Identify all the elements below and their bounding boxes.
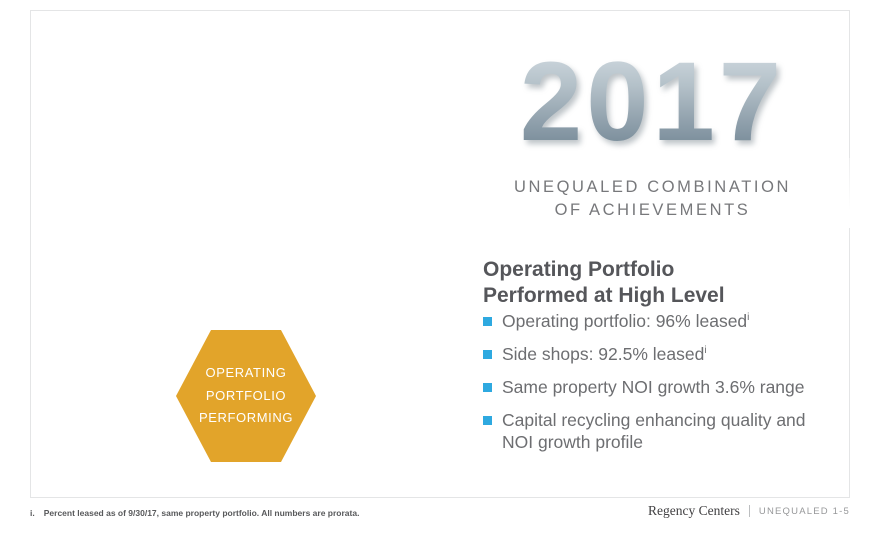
slide-subtitle: UNEQUALED COMBINATION OF ACHIEVEMENTS bbox=[455, 176, 850, 222]
hexagon-line-3: PERFORMING bbox=[198, 410, 294, 426]
bullet-text: Same property NOI growth 3.6% range bbox=[502, 377, 805, 399]
bullet-footnote-ref: i bbox=[747, 312, 750, 324]
brand-logotype: Regency Centers bbox=[648, 503, 740, 518]
list-item: Side shops: 92.5% leasedi bbox=[483, 344, 835, 366]
bullet-text-main: Side shops: 92.5% leased bbox=[502, 343, 705, 364]
footer-divider bbox=[748, 505, 750, 517]
bullet-list: Operating portfolio: 96% leasedi Side sh… bbox=[483, 311, 835, 464]
year-2017-graphic: 2017 bbox=[455, 46, 850, 158]
footnote: i. Percent leased as of 9/30/17, same pr… bbox=[30, 508, 359, 518]
bullet-footnote-ref: i bbox=[704, 345, 707, 357]
subtitle-line-2: OF ACHIEVEMENTS bbox=[554, 201, 751, 220]
bullet-text: Capital recycling enhancing quality and … bbox=[502, 410, 835, 454]
footnote-text: Percent leased as of 9/30/17, same prope… bbox=[43, 508, 360, 518]
bullet-text: Side shops: 92.5% leasedi bbox=[502, 344, 707, 366]
bullet-text-main: Same property NOI growth 3.6% range bbox=[502, 376, 805, 397]
footer-page-label: UNEQUALED 1-5 bbox=[758, 505, 850, 517]
footnote-marker: i. bbox=[30, 508, 35, 518]
list-item: Capital recycling enhancing quality and … bbox=[483, 410, 835, 454]
list-item: Operating portfolio: 96% leasedi bbox=[483, 311, 835, 333]
slide-border bbox=[30, 10, 850, 498]
bullet-square-icon bbox=[483, 317, 492, 326]
bullet-text-main: Operating portfolio: 96% leased bbox=[502, 311, 748, 331]
subtitle-line-1: UNEQUALED COMBINATION bbox=[513, 178, 792, 196]
hexagon-line-2: PORTFOLIO bbox=[205, 387, 287, 403]
list-item: Same property NOI growth 3.6% range bbox=[483, 377, 835, 399]
bullet-text: Operating portfolio: 96% leasedi bbox=[502, 311, 749, 333]
reflection-fade-overlay bbox=[455, 158, 850, 228]
section-heading-line-1: Operating Portfolio bbox=[483, 258, 675, 281]
year-2017-reflection: 2017 bbox=[455, 158, 850, 228]
footer: Regency Centers UNEQUALED 1-5 bbox=[648, 503, 850, 519]
bullet-square-icon bbox=[483, 382, 492, 392]
bullet-square-icon bbox=[483, 349, 492, 359]
year-2017-text: 2017 bbox=[455, 46, 850, 158]
bullet-square-icon bbox=[483, 415, 492, 425]
section-heading: Operating Portfolio Performed at High Le… bbox=[483, 257, 725, 308]
section-heading-line-2: Performed at High Level bbox=[483, 283, 725, 307]
hexagon-line-1: OPERATING bbox=[205, 364, 287, 380]
bullet-text-main: Capital recycling enhancing quality and … bbox=[502, 409, 806, 452]
hexagon-badge-operating-portfolio: OPERATING PORTFOLIO PERFORMING bbox=[176, 330, 316, 462]
